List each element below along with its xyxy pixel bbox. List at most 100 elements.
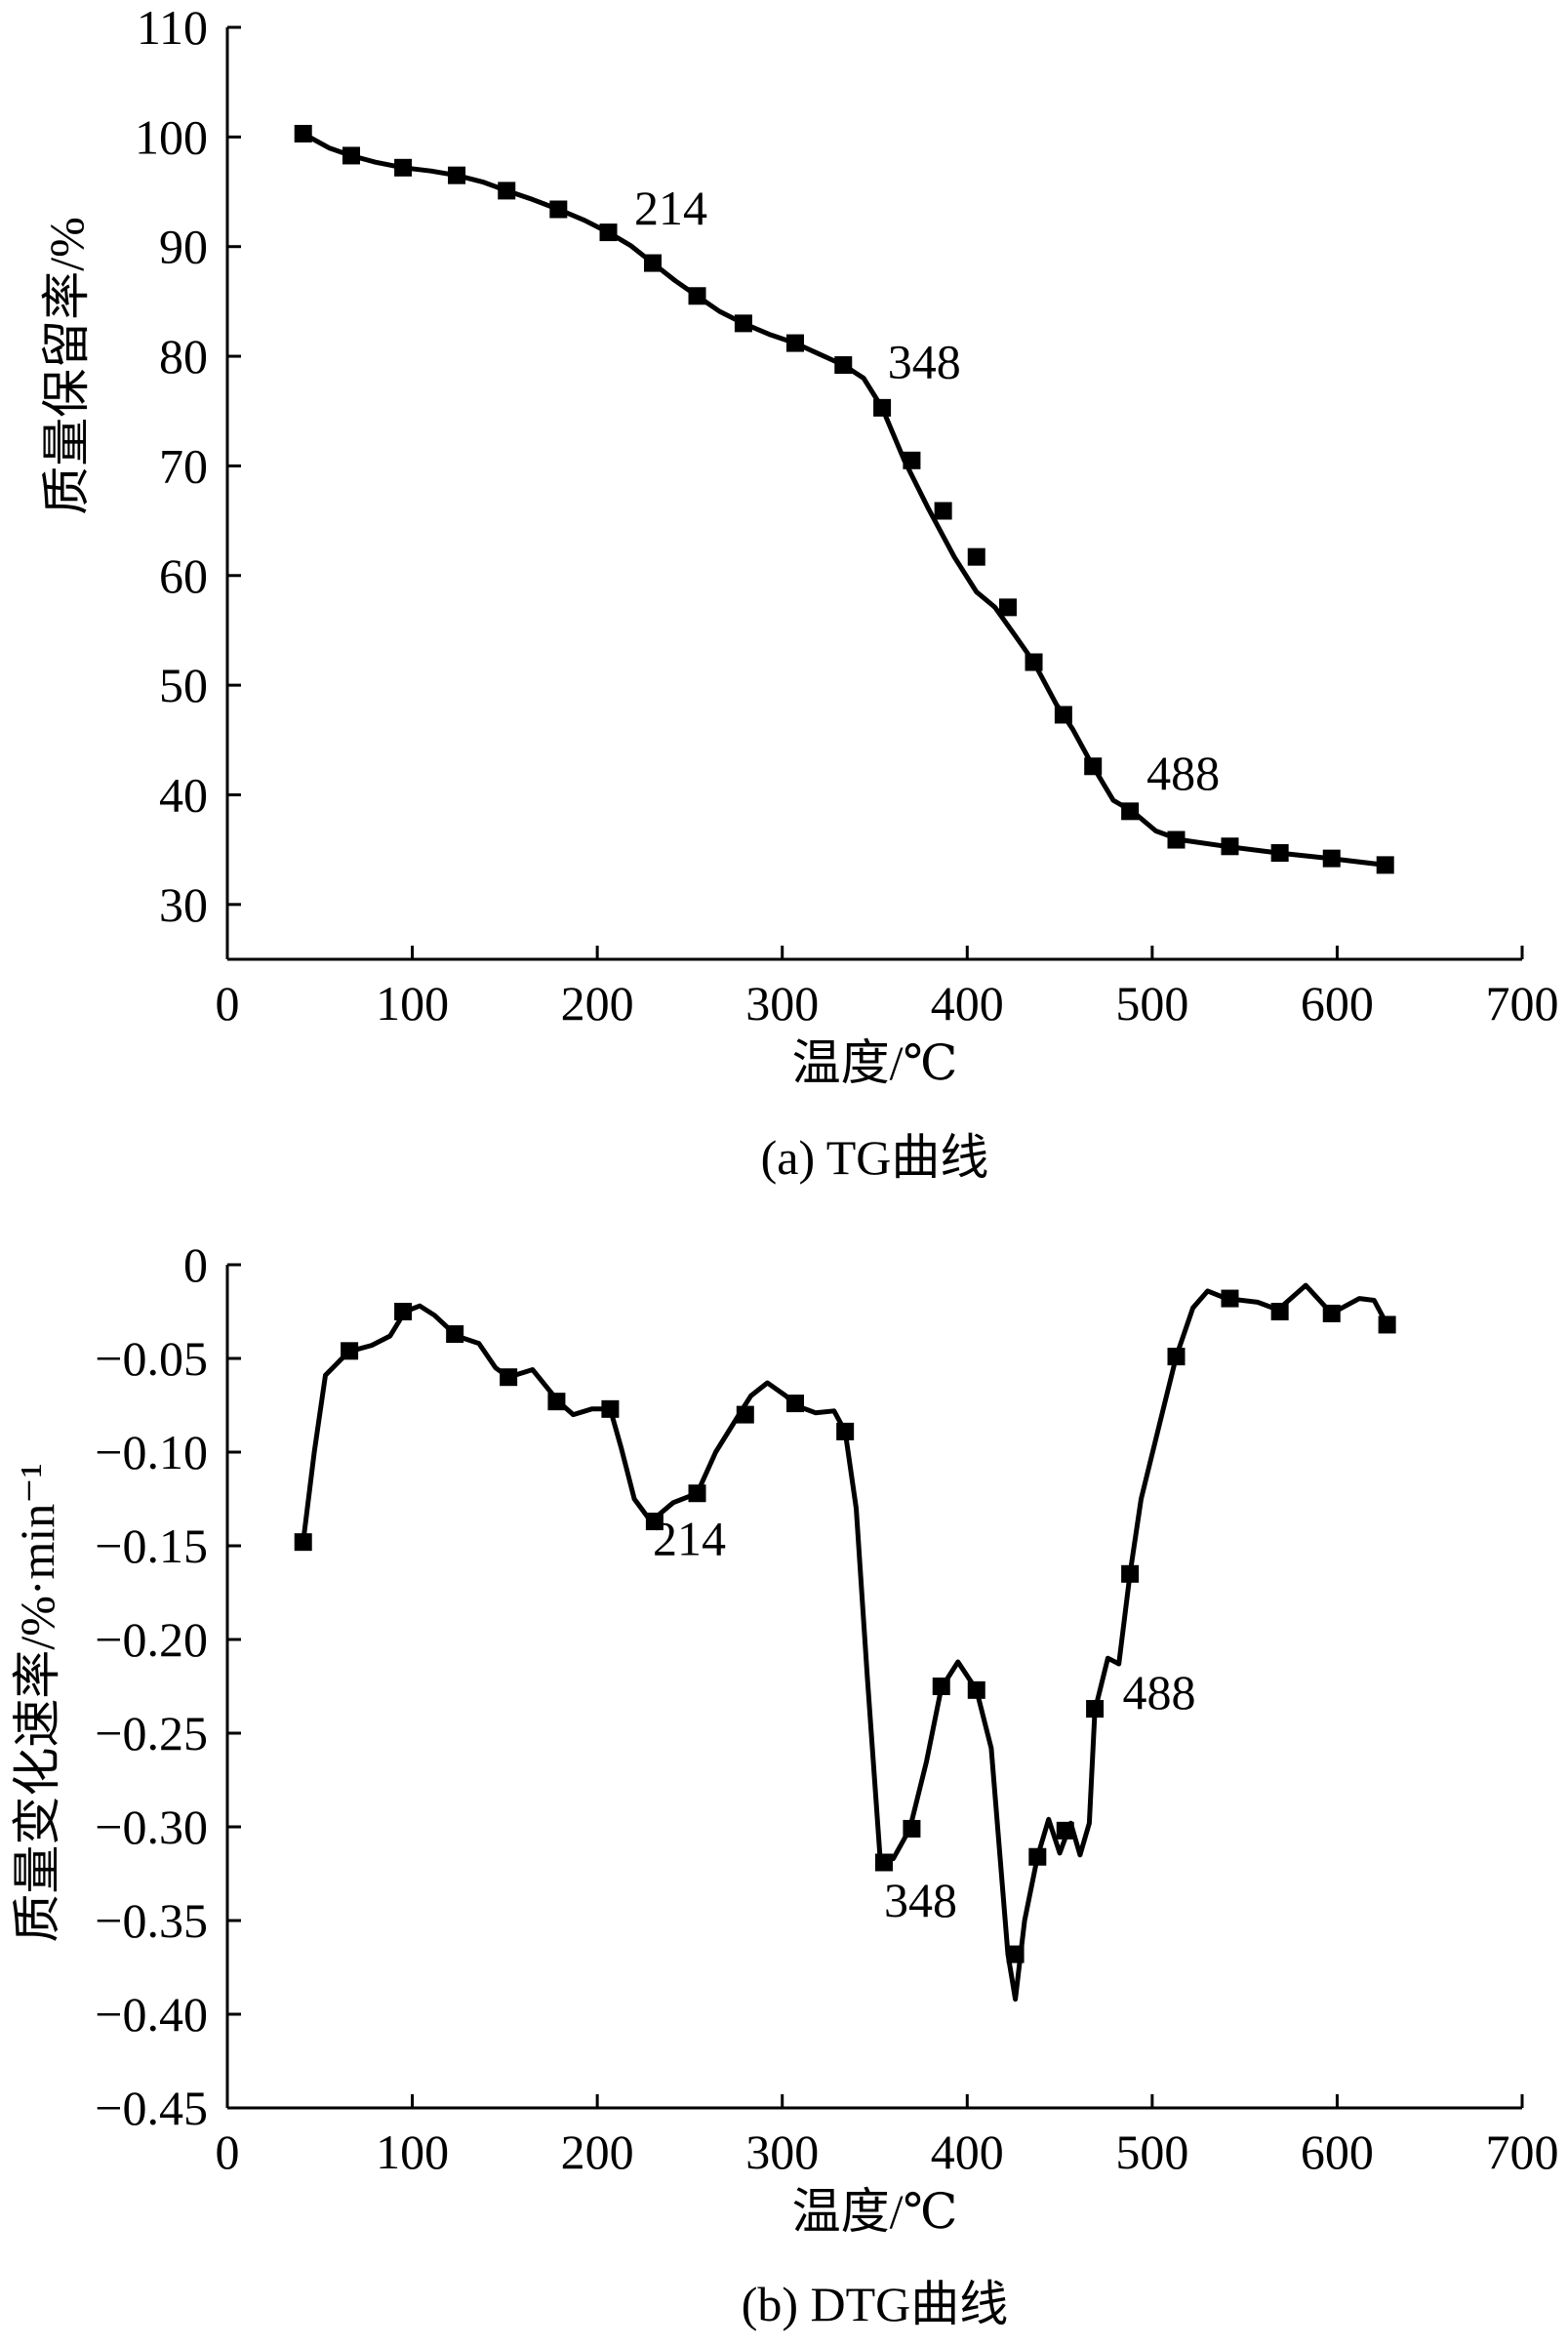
dtg-data-point [903, 1819, 921, 1838]
dtg-data-point [1270, 1303, 1289, 1320]
dtg-x-tick-label: 0 [216, 2124, 240, 2179]
tg-x-tick-label: 500 [1115, 976, 1188, 1031]
dtg-y-tick-label: −0.45 [95, 2081, 208, 2135]
dtg-x-tick-label: 400 [931, 2124, 1004, 2179]
tg-series-line [301, 131, 1388, 868]
dtg-data-point [1167, 1348, 1186, 1366]
dtg-data-point [1121, 1564, 1140, 1583]
tg-x-axis-title: 温度/℃ [792, 1035, 958, 1090]
dtg-data-point [736, 1405, 754, 1424]
dtg-y-tick-label: −0.05 [95, 1331, 208, 1386]
dtg-x-tick-label: 600 [1301, 2124, 1374, 2179]
tg-data-point [1084, 757, 1103, 776]
dtg-data-point [688, 1484, 706, 1503]
tg-y-tick-label: 100 [135, 109, 208, 164]
tg-data-point [1376, 856, 1394, 874]
tg-data-point [448, 166, 466, 184]
tg-data-point [599, 223, 618, 242]
tg-y-tick-label: 60 [159, 548, 208, 603]
dtg-y-axis-title: 质量变化速率/%·min⁻¹ [10, 1463, 64, 1942]
tg-y-tick-label: 40 [159, 767, 208, 822]
dtg-y-tick-label: −0.15 [95, 1518, 208, 1573]
dtg-data-point [500, 1368, 518, 1387]
tg-data-point [998, 598, 1017, 617]
tg-x-tick-label: 200 [561, 976, 634, 1031]
tg-data-point [294, 124, 312, 142]
tg-data-point [1270, 844, 1289, 863]
tg-x-tick-label: 0 [216, 976, 240, 1031]
dtg-data-point [601, 1399, 620, 1418]
tg-data-point [688, 287, 706, 305]
dtg-data-point [967, 1680, 985, 1699]
dtg-data-point [1028, 1847, 1047, 1866]
dtg-y-tick-label: −0.10 [95, 1425, 208, 1479]
tg-peak-annotation: 348 [888, 335, 961, 389]
tg-peak-annotation: 214 [634, 181, 707, 235]
tg-data-point [1025, 653, 1043, 671]
tg-data-point [644, 254, 663, 272]
tg-data-point [394, 158, 413, 177]
dtg-data-point [1378, 1315, 1396, 1334]
dtg-x-tick-label: 100 [376, 2124, 449, 2179]
tg-data-point [549, 200, 568, 219]
tg-y-tick-label: 30 [159, 877, 208, 932]
tg-data-point [1167, 830, 1186, 849]
dtg-peak-annotation: 214 [653, 1512, 726, 1566]
dtg-data-point [874, 1853, 893, 1872]
dtg-x-tick-label: 300 [745, 2124, 819, 2179]
tg-data-point [498, 182, 516, 200]
dtg-data-point [645, 1513, 663, 1531]
dtg-x-tick-label: 500 [1115, 2124, 1188, 2179]
dtg-chart-panel: 0 100 200 300 400 500 600 700 0 −0.05 −0.10 −0.15 −0… [10, 1237, 1559, 2331]
tg-x-tick-label: 100 [376, 976, 449, 1031]
dtg-y-tick-label: 0 [183, 1237, 208, 1292]
tg-x-tick-label: 300 [745, 976, 819, 1031]
dtg-x-tick-label: 700 [1486, 2124, 1559, 2179]
dtg-y-tick-label: −0.35 [95, 1893, 208, 1948]
dtg-caption: (b) DTG曲线 [742, 2277, 1009, 2331]
dtg-data-point [836, 1422, 855, 1440]
dtg-data-point [1221, 1289, 1239, 1308]
dtg-x-axis-title: 温度/℃ [792, 2184, 958, 2239]
tg-data-point [903, 451, 921, 469]
dtg-data-point [1056, 1821, 1074, 1840]
tg-y-tick-label: 110 [137, 0, 208, 55]
dtg-peak-annotation: 488 [1123, 1665, 1196, 1720]
dtg-data-point [341, 1342, 359, 1360]
dtg-data-point [1086, 1700, 1105, 1719]
tg-data-point [1054, 706, 1072, 724]
dtg-data-point [1322, 1304, 1341, 1322]
tg-data-point [734, 314, 752, 333]
dtg-y-tick-label: −0.40 [95, 1987, 208, 2042]
tg-x-tick-label: 700 [1486, 976, 1559, 1031]
tg-data-point [1322, 849, 1341, 868]
dtg-data-point [446, 1325, 464, 1344]
tg-x-tick-label: 400 [931, 976, 1004, 1031]
dtg-series-line [301, 1282, 1390, 2003]
dtg-y-tick-label: −0.25 [95, 1706, 208, 1760]
tg-data-point [342, 146, 361, 165]
dtg-y-tick-label: −0.20 [95, 1612, 208, 1667]
tg-data-point [785, 334, 804, 352]
tg-data-point [1121, 802, 1140, 821]
dtg-data-point [785, 1395, 804, 1413]
dtg-data-point [294, 1533, 312, 1552]
dtg-data-point [932, 1678, 950, 1695]
tg-y-tick-label: 80 [159, 329, 208, 384]
dtg-data-point [394, 1303, 413, 1320]
tg-y-tick-label: 70 [159, 438, 208, 493]
tg-data-point [834, 356, 853, 375]
tg-x-tick-label: 600 [1301, 976, 1374, 1031]
tg-peak-annotation: 488 [1146, 746, 1220, 800]
tg-y-axis-title: 质量保留率/% [39, 217, 94, 515]
dtg-x-tick-label: 200 [561, 2124, 634, 2179]
dtg-y-tick-label: −0.30 [95, 1800, 208, 1854]
tg-data-point [1221, 837, 1239, 856]
tg-y-tick-label: 90 [159, 220, 208, 274]
tg-chart-panel: 0 100 200 300 400 500 600 700 30 40 50 60 70 80 90 100 1… [39, 0, 1559, 1185]
dtg-data-point [1006, 1945, 1025, 1963]
dtg-data-point [547, 1393, 566, 1411]
tg-data-point [873, 398, 892, 417]
tg-caption: (a) TG曲线 [761, 1130, 989, 1185]
